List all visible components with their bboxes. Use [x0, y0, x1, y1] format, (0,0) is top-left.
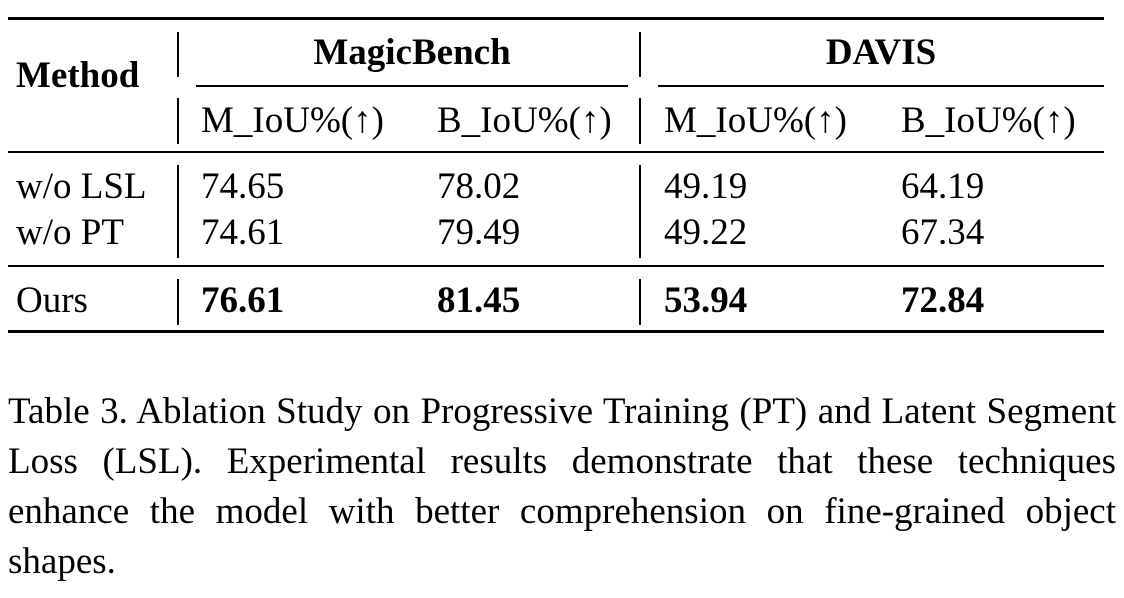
table-cell: 49.22 — [664, 212, 748, 253]
header-group-davis: DAVIS — [825, 32, 937, 73]
vrule-groups — [639, 279, 641, 325]
vrule-method — [177, 32, 179, 77]
table-cell: 67.34 — [901, 212, 985, 253]
ours-rule — [8, 265, 1104, 267]
header-col-davis-miou: M_IoU%(↑) — [664, 100, 847, 141]
vrule-groups — [639, 98, 641, 144]
table-cell-best: 76.61 — [201, 280, 285, 321]
row-method-label: w/o LSL — [16, 166, 147, 207]
group-rule-davis — [658, 85, 1104, 87]
table-cell: 64.19 — [901, 166, 985, 207]
header-rule — [8, 151, 1104, 153]
vrule-groups — [639, 32, 641, 77]
table-cell-best: 81.45 — [437, 280, 521, 321]
table-caption: Table 3. Ablation Study on Progressive T… — [8, 391, 1116, 582]
header-col-magicbench-biou: B_IoU%(↑) — [437, 100, 612, 141]
table-cell: 78.02 — [437, 166, 521, 207]
row-method-label: w/o PT — [16, 212, 124, 253]
table-cell: 79.49 — [437, 212, 521, 253]
vrule-method — [177, 98, 179, 144]
vrule-method — [177, 165, 179, 258]
table-cell: 74.65 — [201, 166, 285, 207]
row-method-label: Ours — [16, 280, 88, 321]
group-rule-magicbench — [196, 85, 628, 87]
vrule-groups — [639, 165, 641, 258]
bottom-rule — [8, 330, 1104, 333]
table-cell-best: 72.84 — [901, 280, 985, 321]
table-cell: 74.61 — [201, 212, 285, 253]
top-rule — [8, 17, 1104, 20]
header-col-magicbench-miou: M_IoU%(↑) — [201, 100, 384, 141]
header-group-magicbench: MagicBench — [313, 32, 511, 73]
header-col-davis-biou: B_IoU%(↑) — [901, 100, 1076, 141]
vrule-method — [177, 279, 179, 325]
table-cell: 49.19 — [664, 166, 748, 207]
table-cell-best: 53.94 — [664, 280, 748, 321]
header-method: Method — [16, 55, 140, 96]
